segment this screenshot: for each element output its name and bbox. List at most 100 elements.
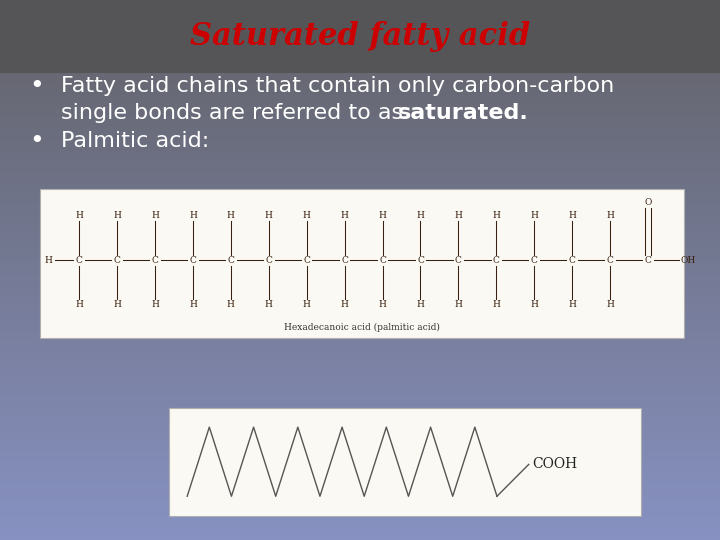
Bar <box>0 70 720 72</box>
Bar <box>0 234 720 236</box>
Bar <box>0 376 720 378</box>
Bar <box>0 511 720 513</box>
Bar <box>0 194 720 196</box>
Bar <box>0 355 720 356</box>
Bar <box>0 482 720 484</box>
Bar <box>0 432 720 434</box>
Bar <box>0 335 720 336</box>
Bar <box>0 410 720 412</box>
Bar <box>0 407 720 409</box>
Bar <box>0 309 720 312</box>
Bar <box>0 15 720 16</box>
Bar <box>0 117 720 119</box>
Bar <box>0 137 720 139</box>
Bar <box>0 306 720 308</box>
Bar <box>0 493 720 495</box>
Bar <box>0 228 720 231</box>
Bar <box>169 408 641 516</box>
Bar <box>0 2 720 4</box>
Bar <box>0 502 720 504</box>
Bar <box>0 293 720 295</box>
Bar <box>0 108 720 110</box>
Bar <box>0 221 720 223</box>
Bar <box>0 124 720 126</box>
Bar <box>0 491 720 493</box>
Bar <box>0 427 720 428</box>
Text: H: H <box>151 211 159 220</box>
Text: H: H <box>113 300 121 309</box>
Bar <box>0 441 720 443</box>
Bar <box>0 439 720 441</box>
Bar <box>0 5 720 7</box>
Text: C: C <box>228 256 234 265</box>
Bar <box>0 120 720 123</box>
Bar <box>0 101 720 103</box>
Bar <box>0 180 720 182</box>
Bar <box>0 90 720 92</box>
Bar <box>0 265 720 266</box>
Bar <box>0 513 720 515</box>
Bar <box>0 135 720 137</box>
Bar <box>0 420 720 421</box>
Bar <box>0 299 720 301</box>
Bar <box>0 308 720 309</box>
Bar <box>0 393 720 394</box>
Bar <box>0 79 720 81</box>
Text: Fatty acid chains that contain only carbon-carbon: Fatty acid chains that contain only carb… <box>61 76 614 97</box>
Bar <box>0 474 720 475</box>
Bar <box>0 319 720 320</box>
Bar <box>0 236 720 238</box>
Bar <box>0 347 720 349</box>
Bar <box>0 238 720 239</box>
Bar <box>0 239 720 241</box>
Bar <box>0 447 720 448</box>
Bar <box>0 371 720 373</box>
Bar <box>0 333 720 335</box>
Bar <box>0 349 720 351</box>
Bar <box>0 227 720 228</box>
Bar <box>0 85 720 86</box>
Bar <box>0 378 720 380</box>
Bar <box>0 342 720 344</box>
Bar <box>0 400 720 401</box>
Bar <box>0 106 720 108</box>
Bar <box>0 436 720 437</box>
Bar <box>0 383 720 385</box>
Bar <box>0 477 720 479</box>
Bar <box>0 524 720 525</box>
Bar <box>0 36 720 38</box>
Bar <box>0 207 720 209</box>
Bar <box>0 7 720 9</box>
Text: H: H <box>265 211 273 220</box>
Bar <box>0 173 720 174</box>
Bar <box>0 151 720 153</box>
Bar <box>0 248 720 250</box>
Bar <box>0 484 720 486</box>
Bar <box>0 167 720 169</box>
Bar <box>0 247 720 248</box>
Bar <box>0 232 720 234</box>
Bar <box>0 475 720 477</box>
Bar <box>0 225 720 227</box>
Bar <box>0 140 720 142</box>
Bar <box>0 174 720 177</box>
Bar <box>0 277 720 279</box>
Bar <box>0 139 720 140</box>
Bar <box>0 455 720 457</box>
Bar <box>0 45 720 47</box>
Bar <box>0 29 720 31</box>
Bar <box>0 58 720 59</box>
Bar <box>0 266 720 268</box>
Bar <box>0 398 720 400</box>
Bar <box>0 369 720 371</box>
Bar <box>0 320 720 322</box>
Bar <box>0 113 720 115</box>
Text: H: H <box>341 300 348 309</box>
Bar <box>0 336 720 339</box>
Text: H: H <box>227 300 235 309</box>
Bar <box>0 497 720 498</box>
Text: H: H <box>531 300 538 309</box>
Bar <box>0 214 720 216</box>
Bar <box>0 282 720 285</box>
Text: C: C <box>266 256 272 265</box>
